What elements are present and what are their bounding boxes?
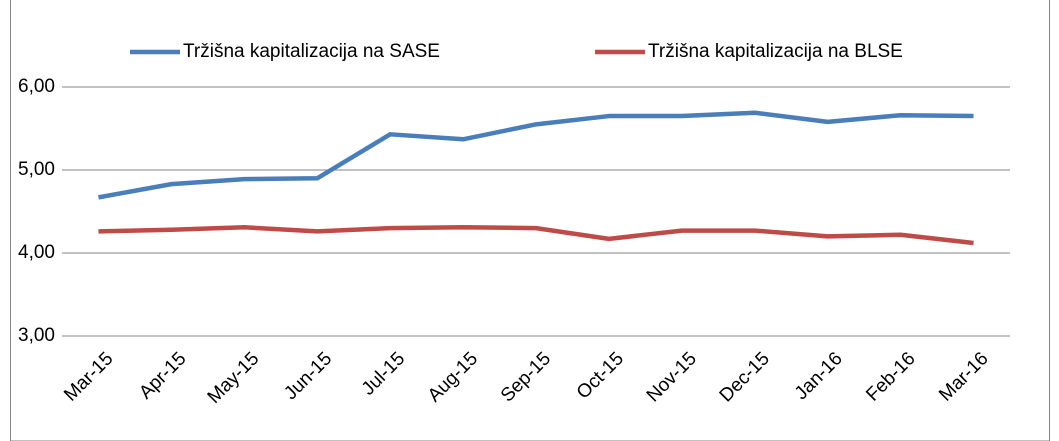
y-tick-label: 5,00 [18, 159, 55, 180]
y-tick-label: 6,00 [18, 76, 55, 97]
series-line [98, 110, 974, 200]
y-tick-label: 4,00 [18, 242, 55, 263]
legend-label: Tržišna kapitalizacija na SASE [183, 41, 440, 62]
chart-border [10, 0, 1050, 441]
legend-label: Tržišna kapitalizacija na BLSE [648, 41, 903, 62]
y-tick-label: 3,00 [18, 325, 55, 346]
series-line [98, 225, 974, 246]
